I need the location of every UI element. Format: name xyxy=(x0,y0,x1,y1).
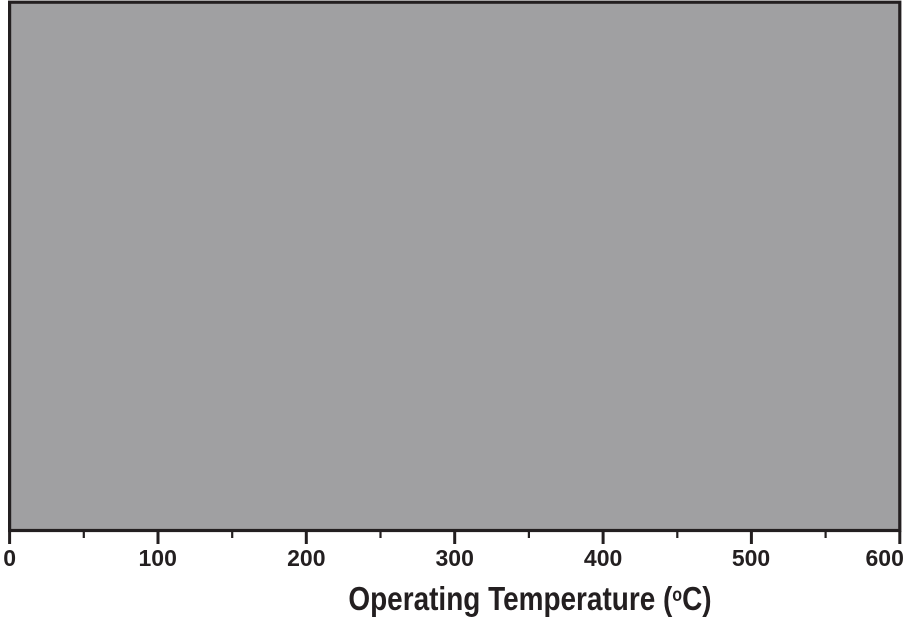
svg-text:300: 300 xyxy=(436,545,474,571)
svg-text:400: 400 xyxy=(584,545,622,571)
svg-text:500: 500 xyxy=(732,545,770,571)
svg-text:600: 600 xyxy=(866,545,904,571)
svg-text:Operating Temperature (oC): Operating Temperature (oC) xyxy=(348,581,711,618)
svg-text:100: 100 xyxy=(139,545,177,571)
svg-text:200: 200 xyxy=(287,545,325,571)
svg-text:0: 0 xyxy=(3,545,16,571)
